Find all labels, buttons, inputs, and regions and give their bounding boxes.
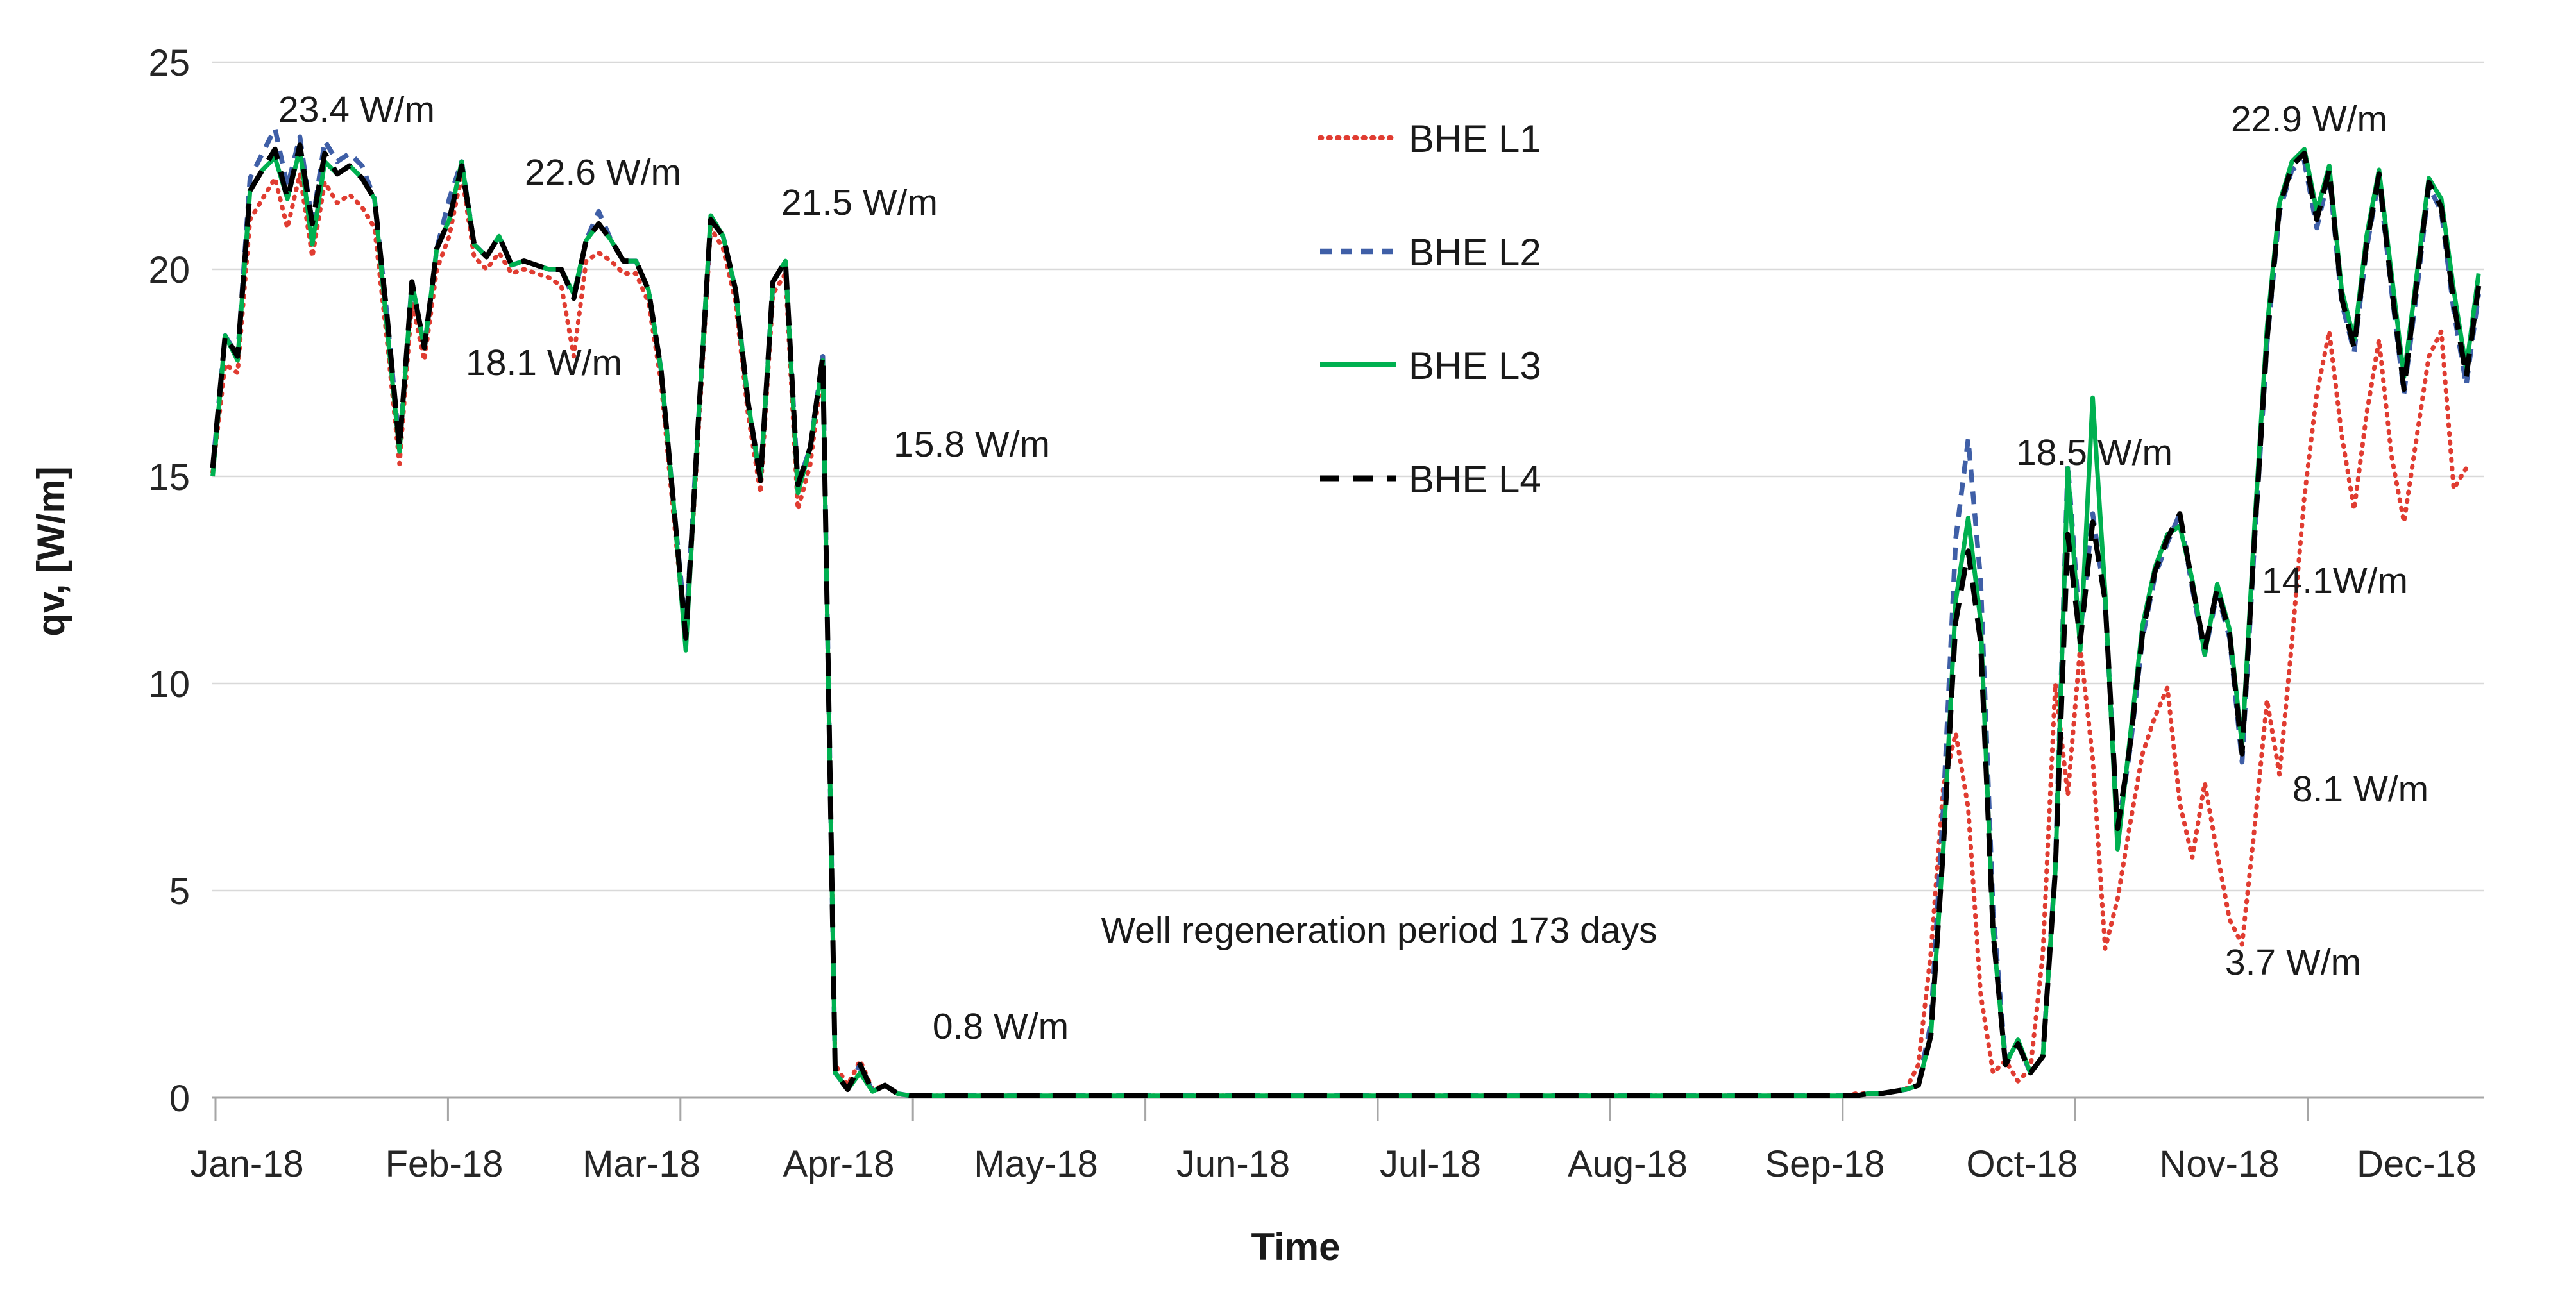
y-axis-tick-labels: 0 5 10 15 20 25 [148,42,190,1120]
annotation-3: 18.1 W/m [466,342,622,383]
y-tick-label: 15 [148,457,190,498]
annotation-8: 22.9 W/m [2231,99,2387,140]
x-tick-label: Jul-18 [1380,1143,1481,1185]
x-tick-label: Apr-18 [783,1143,894,1185]
series-line-bhe-l1 [210,171,2469,1098]
series-line-bhe-l4 [210,142,2482,1098]
annotation-7: 18.5 W/m [2016,432,2173,473]
annotation-9: 14.1W/m [2262,560,2408,601]
annotation-0: 23.4 W/m [278,89,435,130]
x-tick-label: Sep-18 [1765,1143,1885,1185]
x-axis-title: Time [1251,1225,1341,1268]
y-axis-title: qv, [W/m] [30,466,72,637]
annotation-2: 21.5 W/m [781,182,938,223]
x-tick-label: Nov-18 [2160,1143,2280,1185]
y-tick-label: 20 [148,249,190,291]
legend-label-bhe-l4: BHE L4 [1409,458,1541,501]
y-tick-label: 25 [148,42,190,84]
legend-label-bhe-l1: BHE L1 [1409,117,1541,160]
legend-label-bhe-l3: BHE L3 [1409,344,1541,387]
annotation-10: 8.1 W/m [2292,769,2428,810]
x-tick-label: Jun-18 [1176,1143,1290,1185]
series-line-bhe-l3 [210,147,2481,1098]
x-tick-label: Dec-18 [2357,1143,2477,1185]
x-tick-label: May-18 [974,1143,1097,1185]
y-tick-label: 0 [169,1078,190,1120]
x-axis-ticks [214,1098,2309,1121]
series-lines [210,126,2482,1098]
x-tick-label: Mar-18 [582,1143,700,1185]
legend-label-bhe-l2: BHE L2 [1409,231,1541,274]
annotation-6: Well regeneration period 173 days [1101,910,1657,951]
legend: BHE L1 BHE L2 BHE L3 BHE L4 [1318,117,1541,501]
x-tick-label: Oct-18 [1966,1143,2078,1185]
x-tick-label: Feb-18 [386,1143,504,1185]
annotation-1: 22.6 W/m [525,152,681,193]
annotation-5: 0.8 W/m [933,1006,1069,1047]
annotations: 23.4 W/m 22.6 W/m 21.5 W/m 18.1 W/m 15.8 W/m… [278,89,2428,1047]
y-tick-label: 10 [148,664,190,705]
annotation-4: 15.8 W/m [894,424,1050,465]
x-tick-label: Aug-18 [1568,1143,1688,1185]
y-tick-label: 5 [169,871,190,912]
annotation-11: 3.7 W/m [2225,942,2361,983]
x-tick-label: Jan-18 [190,1143,303,1185]
x-axis-tick-labels: Jan-18 Feb-18 Mar-18 Apr-18 May-18 Jun-18 Jul-… [190,1143,2477,1185]
